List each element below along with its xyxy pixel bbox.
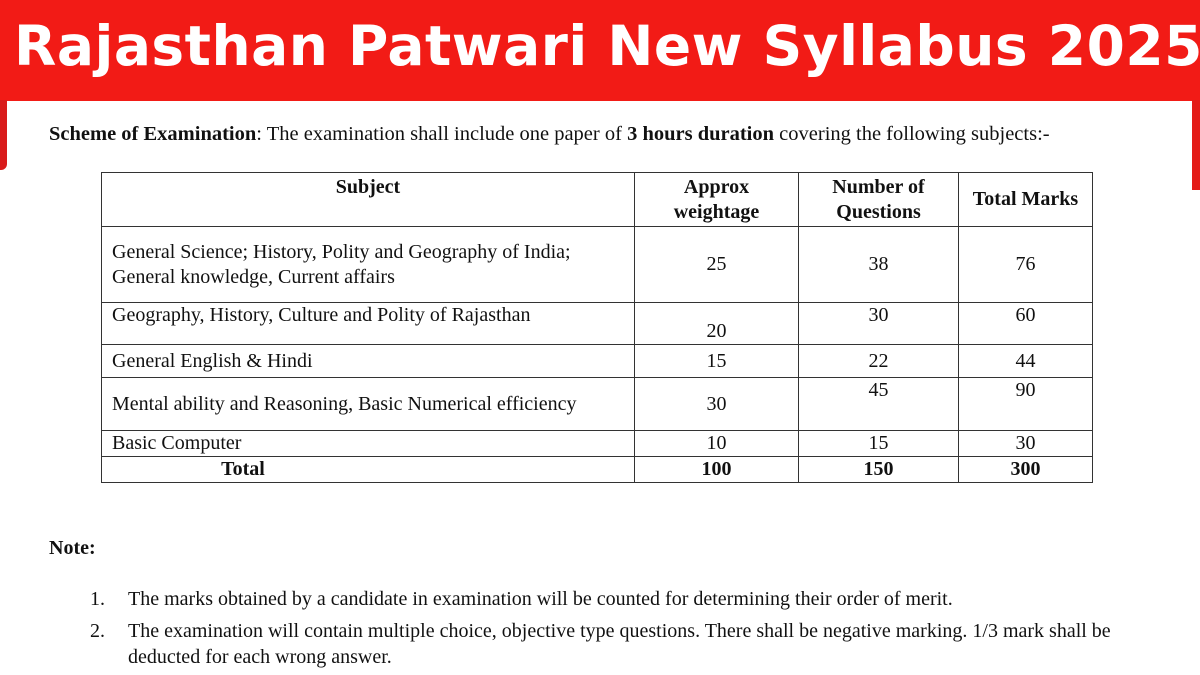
scheme-text-2: covering the following subjects:- <box>774 123 1050 145</box>
questions-cell: 45 <box>798 377 959 431</box>
header-subject: Subject <box>101 172 635 227</box>
header-weightage: Approx weightage <box>634 172 799 227</box>
marks-cell: 90 <box>958 377 1093 431</box>
subject-cell: General Science; History, Polity and Geo… <box>101 226 635 303</box>
page-title: Rajasthan Patwari New Syllabus 2025 <box>14 14 1200 78</box>
scheme-text-1: : The examination shall include one pape… <box>256 123 628 145</box>
total-questions: 150 <box>798 456 959 483</box>
scheme-text: Scheme of Examination: The examination s… <box>49 123 1050 146</box>
weightage-cell: 10 <box>634 430 799 457</box>
table-row: Mental ability and Reasoning, Basic Nume… <box>101 377 1093 431</box>
table-row: General English & Hindi 15 22 44 <box>101 344 1093 378</box>
scheme-duration: 3 hours duration <box>627 123 775 145</box>
weightage-cell: 30 <box>634 377 799 431</box>
subject-cell: Basic Computer <box>101 430 635 457</box>
scheme-label: Scheme of Examination <box>49 123 257 145</box>
table-header-row: Subject Approx weightage Number of Quest… <box>101 172 1093 227</box>
title-banner <box>0 0 1200 101</box>
total-weightage: 100 <box>634 456 799 483</box>
total-label: Total <box>101 456 635 483</box>
table-row: Geography, History, Culture and Polity o… <box>101 302 1093 345</box>
note-number: 2. <box>90 620 105 642</box>
note-heading: Note: <box>49 537 96 559</box>
total-marks: 300 <box>958 456 1093 483</box>
exam-scheme-table: Subject Approx weightage Number of Quest… <box>101 172 1093 483</box>
note-text: The marks obtained by a candidate in exa… <box>128 588 953 610</box>
marks-cell: 30 <box>958 430 1093 457</box>
subject-cell: Mental ability and Reasoning, Basic Nume… <box>101 377 635 431</box>
table-row: General Science; History, Polity and Geo… <box>101 226 1093 303</box>
weightage-cell: 15 <box>634 344 799 378</box>
subject-cell: General English & Hindi <box>101 344 635 378</box>
header-marks: Total Marks <box>958 172 1093 227</box>
banner-edge-left <box>0 100 7 170</box>
marks-cell: 76 <box>958 226 1093 303</box>
questions-cell: 30 <box>798 302 959 345</box>
weightage-cell: 20 <box>634 302 799 345</box>
subject-cell: Geography, History, Culture and Polity o… <box>101 302 635 345</box>
table-total-row: Total 100 150 300 <box>101 456 1093 483</box>
note-text: The examination will contain multiple ch… <box>128 620 1111 668</box>
weightage-cell: 25 <box>634 226 799 303</box>
header-questions: Number of Questions <box>798 172 959 227</box>
table-row: Basic Computer 10 15 30 <box>101 430 1093 457</box>
questions-cell: 22 <box>798 344 959 378</box>
note-number: 1. <box>90 588 105 610</box>
questions-cell: 15 <box>798 430 959 457</box>
marks-cell: 60 <box>958 302 1093 345</box>
banner-edge-right <box>1192 100 1200 190</box>
marks-cell: 44 <box>958 344 1093 378</box>
questions-cell: 38 <box>798 226 959 303</box>
